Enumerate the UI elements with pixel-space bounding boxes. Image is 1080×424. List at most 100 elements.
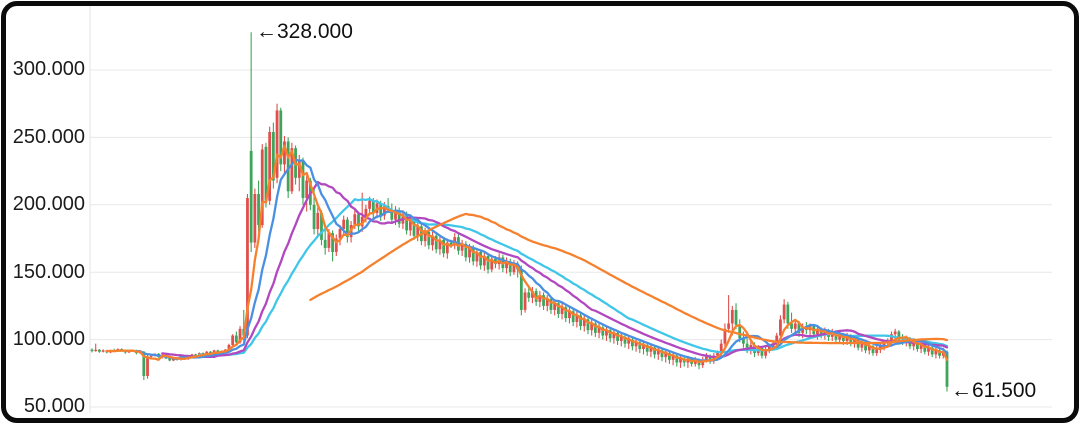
candle-body: [449, 242, 453, 246]
candle-body: [216, 350, 220, 353]
candle-body: [523, 292, 527, 310]
candle-body: [505, 261, 508, 269]
candle-body: [738, 324, 742, 339]
annotation-last-low: ←61.500: [951, 379, 1037, 402]
candle-body: [209, 351, 212, 354]
candle-body: [434, 235, 438, 250]
candle-body: [708, 355, 712, 362]
candle-body: [527, 292, 531, 298]
candle-body: [168, 358, 172, 361]
candle-body: [379, 203, 383, 216]
candle-body: [608, 330, 612, 339]
candle-body: [442, 239, 446, 254]
candle-body: [660, 350, 664, 358]
candle-body: [268, 132, 272, 201]
candle-body: [630, 339, 634, 347]
candle-body: [238, 328, 242, 343]
candle-body: [290, 148, 294, 192]
candle-body: [146, 356, 149, 376]
candle-body: [775, 335, 779, 344]
candle-body: [519, 269, 523, 310]
candle-body: [723, 328, 727, 344]
candle-body: [745, 343, 749, 350]
candle-body: [323, 239, 327, 248]
candle-body: [616, 332, 619, 341]
candle-body: [371, 200, 375, 213]
candle-body: [597, 327, 601, 333]
candle-body: [342, 219, 346, 230]
candle-body: [764, 349, 768, 356]
candle-body: [397, 210, 401, 224]
candle-body: [249, 150, 253, 243]
candle-body: [671, 355, 675, 360]
candle-body: [801, 327, 805, 333]
ma-line-MA10: [124, 158, 949, 362]
candle-body: [471, 247, 475, 262]
candle-body: [619, 336, 623, 341]
candle-body: [838, 335, 842, 340]
y-axis-tick-label: 50.000: [23, 395, 85, 417]
candle-body: [564, 307, 568, 319]
candle-body: [101, 350, 105, 352]
candle-body: [912, 342, 916, 347]
candle-body: [364, 208, 368, 217]
candle-body: [860, 343, 864, 348]
candle-body: [719, 343, 723, 354]
candle-body: [642, 344, 645, 350]
candle-body: [357, 214, 360, 227]
candle-body: [508, 261, 512, 273]
candle-body: [623, 336, 627, 344]
candle-body: [890, 334, 893, 341]
candle-body: [423, 231, 427, 242]
candle-body: [408, 220, 412, 231]
candle-body: [727, 323, 731, 329]
candle-body: [405, 214, 409, 231]
candle-body: [360, 216, 364, 227]
candle-body: [568, 311, 571, 319]
candle-body: [279, 110, 283, 165]
candle-body: [320, 212, 323, 240]
candle-body: [438, 239, 442, 250]
candle-body: [538, 295, 542, 302]
candle-body: [301, 160, 305, 199]
candle-body: [664, 353, 668, 358]
candle-body: [94, 349, 98, 352]
candle-body: [353, 214, 357, 226]
candle-body: [257, 194, 260, 226]
candle-body: [575, 315, 579, 323]
candle-body: [767, 346, 771, 350]
candle-body: [486, 256, 490, 270]
candle-body: [675, 355, 679, 363]
candle-body: [782, 304, 786, 320]
candle-body: [327, 233, 331, 248]
candle-body: [253, 194, 257, 243]
candle-body: [830, 332, 834, 337]
candle-body: [531, 291, 534, 298]
candle-body: [283, 141, 286, 165]
candle-body: [867, 346, 871, 351]
candle-body: [542, 295, 545, 306]
candle-body: [790, 323, 793, 329]
candle-body: [149, 355, 153, 357]
candle-body: [760, 347, 764, 356]
candle-body: [893, 331, 897, 335]
candle-body: [627, 339, 631, 344]
candle-body: [649, 347, 653, 352]
candle-body: [593, 323, 597, 333]
candle-body: [312, 204, 316, 230]
candle-body: [264, 146, 268, 201]
candle-body: [234, 335, 238, 343]
candle-body: [582, 319, 586, 327]
y-axis-tick-label: 200.000: [12, 193, 85, 215]
candle-body: [730, 309, 734, 324]
ma-line-MA20: [161, 180, 949, 359]
ma-line-MA60: [309, 212, 949, 345]
candle-body: [445, 242, 449, 254]
y-axis-tick-label: 300.000: [12, 58, 85, 80]
candle-body: [734, 309, 738, 325]
candle-body: [286, 141, 290, 192]
candle-body: [645, 344, 649, 352]
candle-body: [260, 149, 264, 226]
